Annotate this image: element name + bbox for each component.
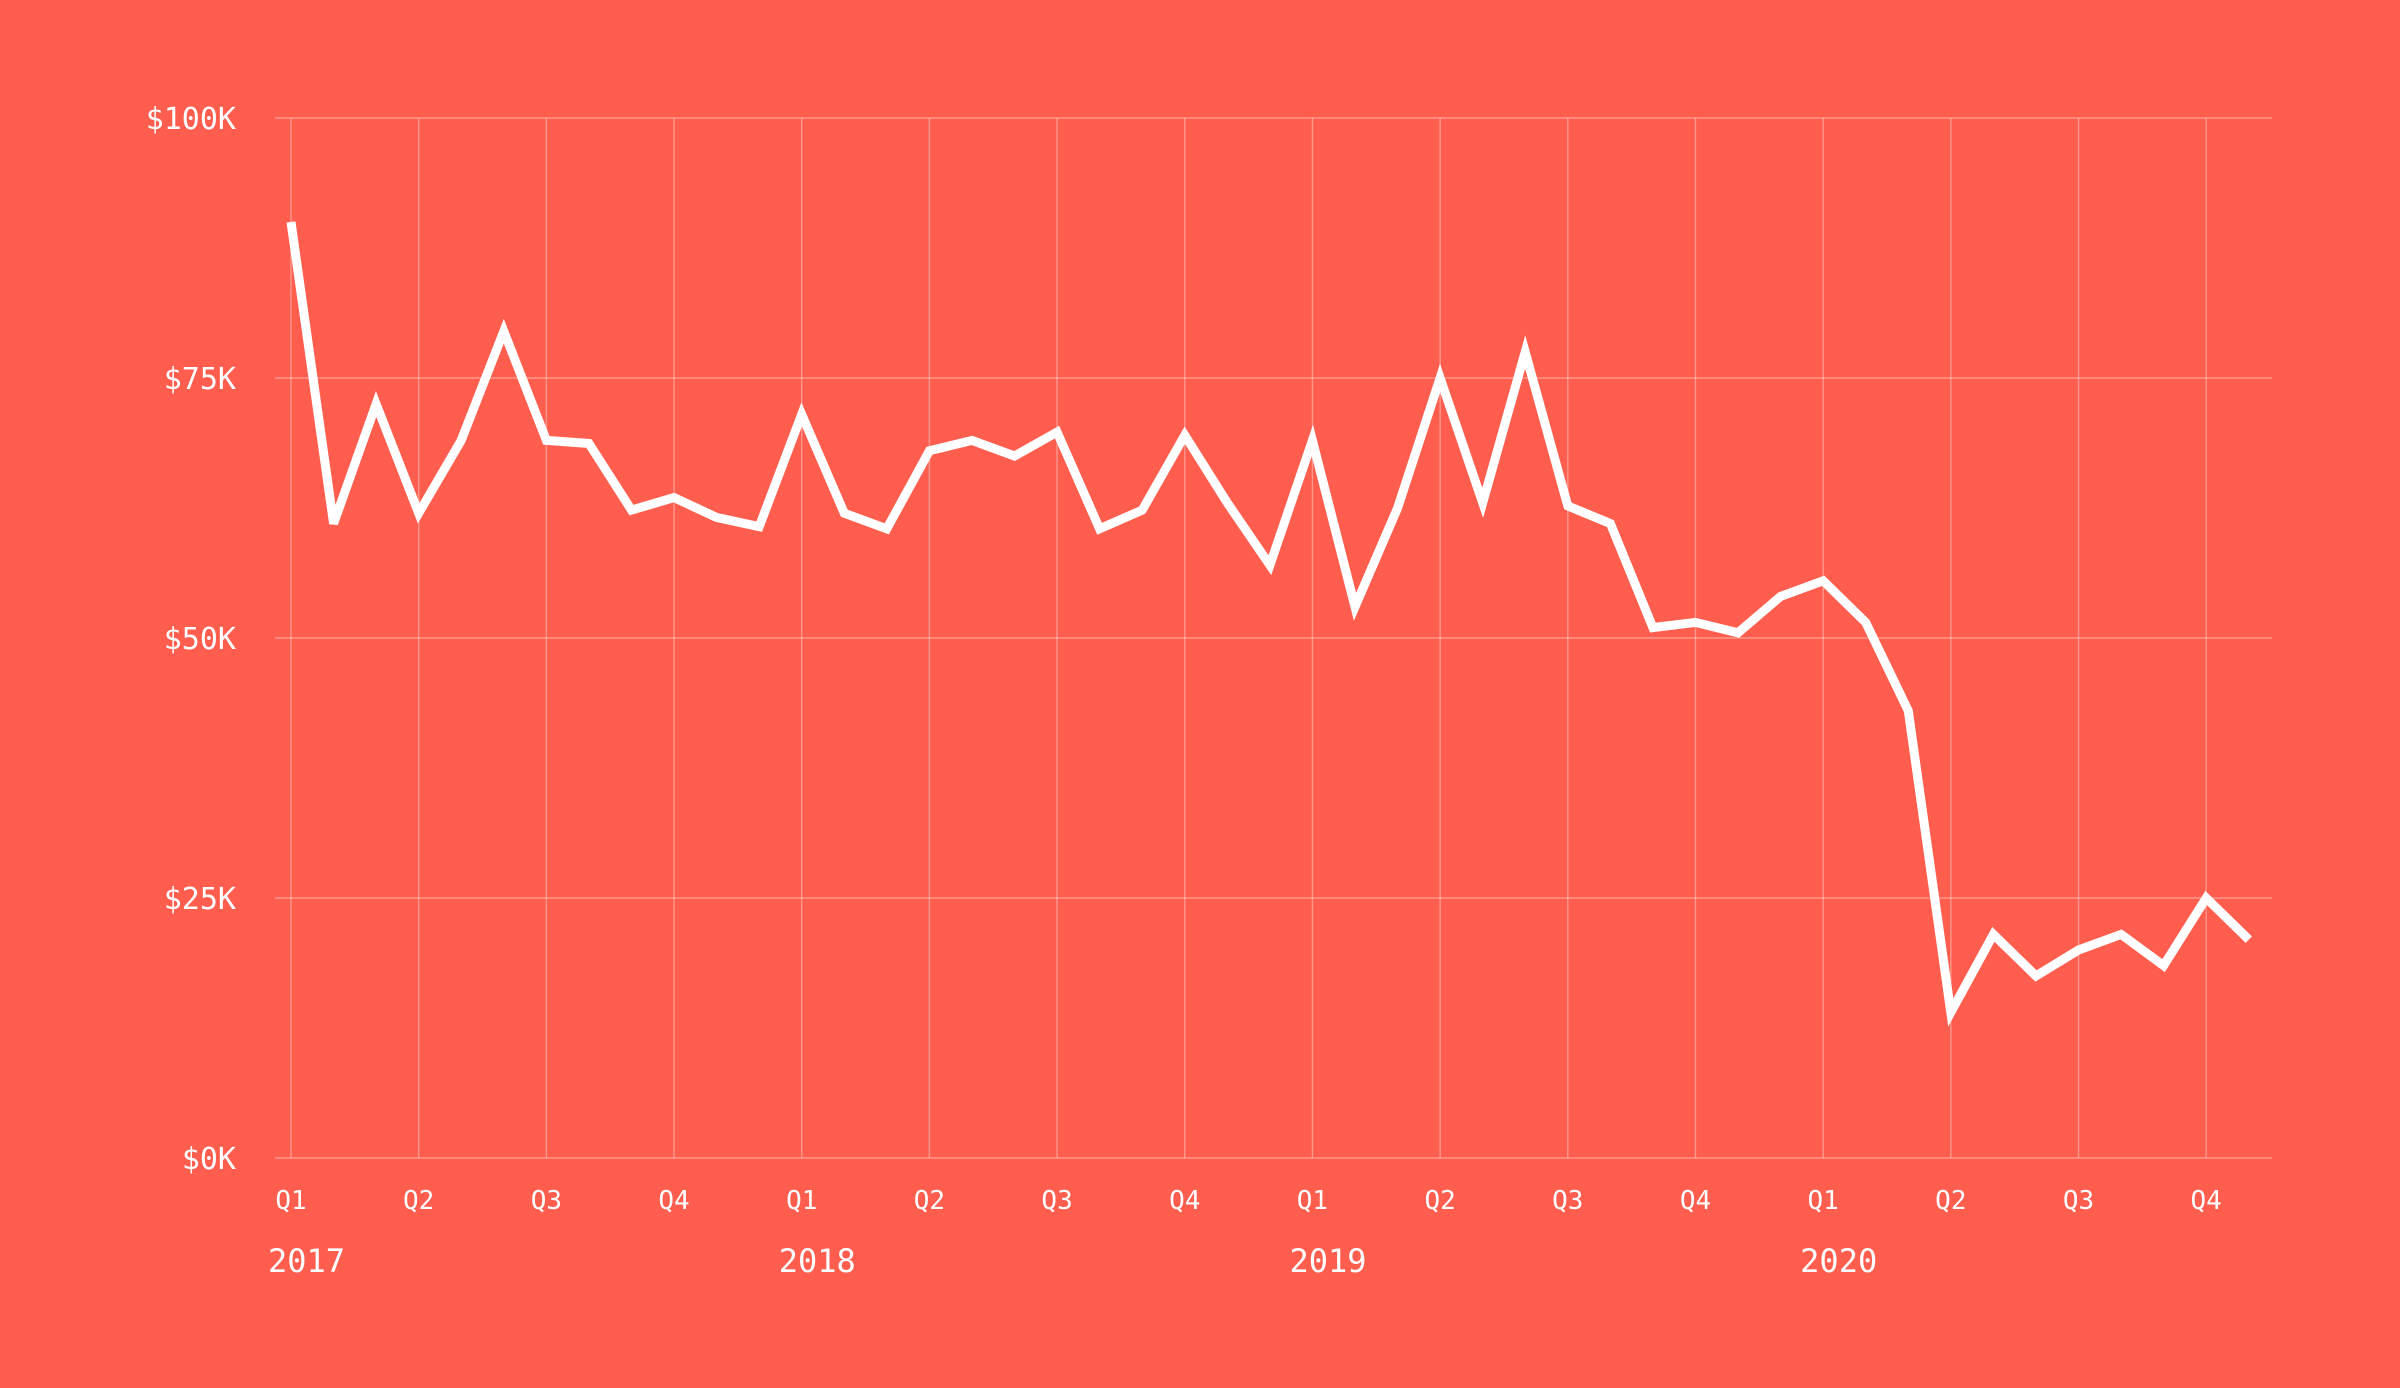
x-tick-label: Q2 [1935,1186,1966,1216]
x-tick-label: Q1 [1297,1186,1328,1216]
x-tick-label: Q2 [914,1186,945,1216]
series-line [291,222,2249,1012]
x-tick-label: Q2 [1424,1186,1455,1216]
x-tick-label: Q1 [786,1186,817,1216]
x-axis-ticks: Q1 Q2 Q3 Q4 Q1 Q2 Q3 Q4 Q1 Q2 Q3 Q4 Q1 Q2 Q3 Q4 [275,1186,2222,1216]
x-tick-label: Q2 [403,1186,434,1216]
x-tick-label: Q4 [658,1186,689,1216]
x-tick-label: Q1 [1808,1186,1839,1216]
y-tick-label: $0K [182,1142,236,1177]
year-label: 2019 [1289,1242,1366,1280]
year-label: 2017 [268,1242,345,1280]
series-layer [291,222,2249,1013]
x-axis-years: 2017 2018 2019 2020 [268,1242,1877,1280]
y-tick-label: $100K [146,102,236,137]
x-tick-label: Q4 [2191,1186,2222,1216]
x-tick-label: Q1 [275,1186,306,1216]
x-tick-label: Q4 [1169,1186,1200,1216]
y-tick-label: $50K [164,622,236,657]
x-tick-label: Q3 [2063,1186,2094,1216]
y-tick-label: $25K [164,882,236,917]
x-tick-label: Q3 [531,1186,562,1216]
x-tick-label: Q3 [1552,1186,1583,1216]
year-label: 2020 [1800,1242,1877,1280]
x-tick-label: Q3 [1041,1186,1072,1216]
y-tick-label: $75K [164,362,236,397]
grid-layer [275,118,2272,1158]
y-axis-ticks: $0K $25K $50K $75K $100K [146,102,236,1177]
year-label: 2018 [779,1242,856,1280]
x-tick-label: Q4 [1680,1186,1711,1216]
